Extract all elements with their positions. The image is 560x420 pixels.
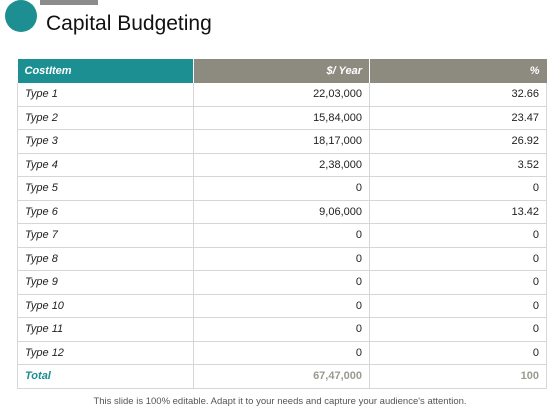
cost-item-cell: Type 10 [17, 294, 194, 318]
table-row: Type 2 15,84,000 23.47 [17, 106, 547, 130]
cost-item-cell: Type 5 [17, 176, 194, 201]
table-row: Type 3 18,17,000 26.92 [17, 129, 547, 154]
percent-cell: 0 [369, 341, 547, 365]
table-row: Type 4 2,38,000 3.52 [17, 153, 547, 177]
amount-cell: 0 [193, 317, 370, 342]
amount-cell: 0 [193, 270, 370, 295]
percent-cell: 0 [369, 223, 547, 248]
percent-cell: 0 [369, 247, 547, 271]
amount-cell: 2,38,000 [193, 153, 370, 177]
cost-item-cell: Type 9 [17, 270, 194, 295]
cost-item-cell: Type 8 [17, 247, 194, 271]
percent-cell: 3.52 [369, 153, 547, 177]
table-row: Type 1 22,03,000 32.66 [17, 83, 547, 107]
percent-cell: 0 [369, 270, 547, 295]
amount-cell: 0 [193, 176, 370, 201]
percent-cell: 0 [369, 176, 547, 201]
amount-cell: 9,06,000 [193, 200, 370, 224]
table-row: Type 7 0 0 [17, 223, 547, 248]
cost-item-cell: Type 12 [17, 341, 194, 365]
cost-item-cell: Type 6 [17, 200, 194, 224]
decorative-top-bar [40, 0, 98, 5]
total-percent: 100 [369, 364, 547, 389]
header-cost-item: CostItem [17, 59, 194, 83]
table-row: Type 11 0 0 [17, 317, 547, 342]
percent-cell: 26.92 [369, 129, 547, 154]
amount-cell: 15,84,000 [193, 106, 370, 130]
percent-cell: 0 [369, 294, 547, 318]
table-row: Type 5 0 0 [17, 176, 547, 201]
header-dollar-per-year: $/ Year [193, 59, 370, 83]
cost-item-cell: Type 3 [17, 129, 194, 154]
table-row: Type 9 0 0 [17, 270, 547, 295]
amount-cell: 22,03,000 [193, 83, 370, 107]
table-row: Type 8 0 0 [17, 247, 547, 271]
percent-cell: 0 [369, 317, 547, 342]
amount-cell: 0 [193, 341, 370, 365]
slide-title: Capital Budgeting [46, 12, 212, 35]
cost-item-cell: Type 4 [17, 153, 194, 177]
cost-item-cell: Type 1 [17, 83, 194, 107]
table-row: Type 10 0 0 [17, 294, 547, 318]
capital-budget-table: CostItem $/ Year % Type 1 22,03,000 32.6… [17, 59, 547, 389]
cost-item-cell: Type 11 [17, 317, 194, 342]
header-percent: % [369, 59, 547, 83]
cost-item-cell: Type 2 [17, 106, 194, 130]
total-amount: 67,47,000 [193, 364, 370, 389]
footer-note: This slide is 100% editable. Adapt it to… [93, 396, 467, 407]
decorative-circle [5, 0, 37, 32]
cost-item-cell: Type 7 [17, 223, 194, 248]
amount-cell: 0 [193, 223, 370, 248]
total-label: Total [17, 364, 194, 389]
percent-cell: 23.47 [369, 106, 547, 130]
percent-cell: 32.66 [369, 83, 547, 107]
table-total-row: Total 67,47,000 100 [17, 364, 547, 389]
amount-cell: 18,17,000 [193, 129, 370, 154]
percent-cell: 13.42 [369, 200, 547, 224]
table-header-row: CostItem $/ Year % [17, 59, 547, 83]
table-row: Type 12 0 0 [17, 341, 547, 365]
amount-cell: 0 [193, 294, 370, 318]
table-row: Type 6 9,06,000 13.42 [17, 200, 547, 224]
amount-cell: 0 [193, 247, 370, 271]
